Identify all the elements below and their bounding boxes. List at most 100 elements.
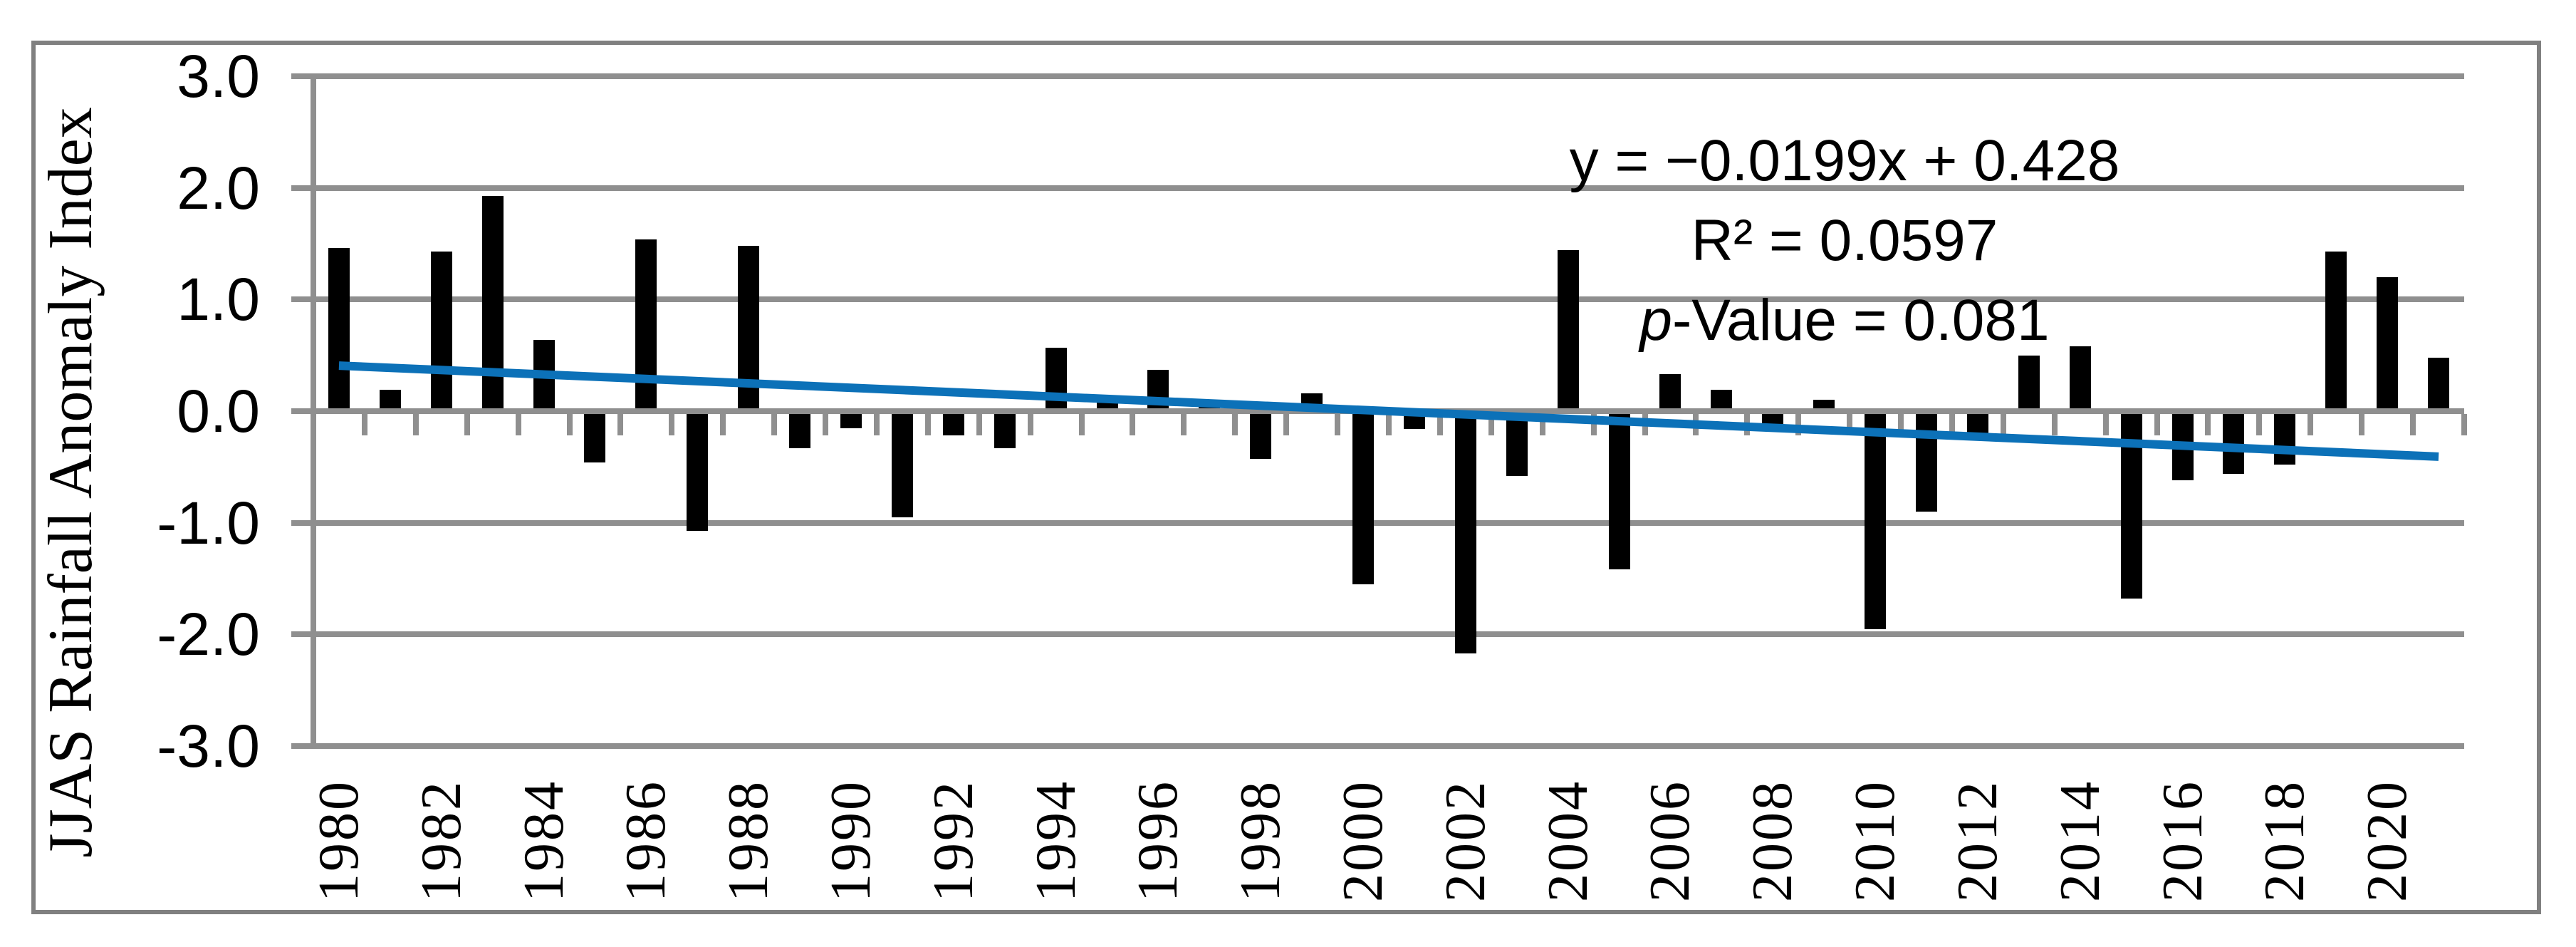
x-tick-label-2000: 2000: [1332, 780, 1395, 902]
x-axis-tick: [976, 414, 982, 435]
x-axis-tick: [1488, 414, 1494, 435]
x-axis-tick: [1078, 414, 1085, 435]
gridline-3.0: [313, 73, 2464, 79]
x-axis-tick: [311, 414, 316, 435]
bar-2001: [1403, 414, 1425, 430]
x-axis-tick: [2051, 414, 2058, 435]
y-axis-tick: [291, 185, 311, 191]
trendline-segment: [338, 361, 2439, 461]
x-tick-label-2012: 2012: [1946, 780, 2009, 902]
bar-2010: [1865, 414, 1887, 629]
y-tick-label--1.0: -1.0: [157, 489, 260, 557]
x-tick-label-1988: 1988: [717, 780, 781, 902]
x-axis-tick: [2256, 414, 2263, 435]
bar-1990: [840, 414, 862, 428]
x-axis-tick: [2205, 414, 2211, 435]
x-tick-label-2014: 2014: [2048, 780, 2112, 902]
x-axis-tick: [1847, 414, 1853, 435]
bar-2009: [1813, 400, 1835, 408]
x-tick-label-2002: 2002: [1434, 780, 1497, 902]
x-tick-label-2020: 2020: [2356, 780, 2419, 902]
plot-area: [291, 73, 2467, 749]
gridline--3.0: [313, 743, 2464, 749]
gridline-2.0: [313, 185, 2464, 191]
y-tick-label-3.0: 3.0: [177, 43, 260, 110]
x-tick-label-2010: 2010: [1844, 780, 1907, 902]
x-axis-tick: [1590, 414, 1597, 435]
bar-2002: [1454, 414, 1476, 653]
x-tick-label-2016: 2016: [2151, 780, 2214, 902]
x-axis-tick: [1181, 414, 1187, 435]
x-axis-tick: [1027, 414, 1033, 435]
bar-1982: [430, 251, 452, 408]
x-axis-tick: [566, 414, 573, 435]
y-axis-tick: [291, 743, 311, 749]
bar-1987: [687, 414, 709, 531]
x-axis-tick: [720, 414, 726, 435]
x-axis-tick: [2410, 414, 2416, 435]
trendline-equation: y = −0.0199x + 0.428: [1569, 128, 2120, 193]
x-axis-tick: [1539, 414, 1545, 435]
x-tick-label-1990: 1990: [820, 780, 882, 902]
x-axis-tick: [2308, 414, 2314, 435]
x-axis-tick: [1436, 414, 1443, 435]
x-axis-tick: [2000, 414, 2006, 435]
x-tick-label-1982: 1982: [410, 780, 473, 902]
y-axis-tick: [291, 519, 311, 526]
gridline--1.0: [313, 519, 2464, 526]
x-axis-tick: [1232, 414, 1239, 435]
p-value-text: -Value = 0.081: [1672, 288, 2050, 353]
x-tick-label-1980: 1980: [307, 780, 370, 902]
x-axis-tick: [1130, 414, 1136, 435]
x-tick-label-2004: 2004: [1536, 780, 1600, 902]
x-axis-tick: [771, 414, 778, 435]
x-axis-tick: [617, 414, 624, 435]
x-axis-tick: [1335, 414, 1341, 435]
y-axis-tick: [291, 73, 311, 79]
x-tick-label-1996: 1996: [1127, 780, 1190, 902]
y-axis-tick: [291, 408, 311, 414]
x-tick-label-1994: 1994: [1024, 780, 1088, 902]
bar-2003: [1506, 414, 1528, 476]
x-tick-label-2006: 2006: [1639, 780, 1702, 902]
y-tick-label--2.0: -2.0: [157, 601, 260, 668]
x-axis-tick: [2359, 414, 2365, 435]
p-value-symbol: p: [1639, 288, 1672, 353]
bar-2018: [2274, 414, 2296, 465]
x-tick-label-2008: 2008: [1741, 780, 1805, 902]
x-axis-tick: [823, 414, 829, 435]
y-tick-label-2.0: 2.0: [177, 154, 260, 222]
x-axis-tick: [1898, 414, 1904, 435]
bar-2006: [1659, 374, 1681, 408]
x-axis-tick: [1283, 414, 1290, 435]
x-tick-label-1992: 1992: [922, 780, 985, 902]
p-value: p-Value = 0.081: [1346, 281, 2343, 361]
bar-1981: [379, 390, 401, 408]
bar-2021: [2428, 357, 2450, 408]
x-axis-tick: [1386, 414, 1392, 435]
bar-1998: [1250, 414, 1272, 460]
x-tick-label-1986: 1986: [615, 780, 678, 902]
bar-2012: [1966, 414, 1988, 434]
y-tick-label-0.0: 0.0: [177, 378, 260, 445]
x-tick-label-2018: 2018: [2253, 780, 2317, 902]
bar-2013: [2018, 355, 2040, 408]
trendline: [338, 361, 2439, 461]
x-axis-tick: [464, 414, 470, 435]
gridline--2.0: [313, 631, 2464, 638]
bar-2019: [2325, 251, 2347, 408]
x-axis-tick: [412, 414, 419, 435]
y-axis-tick: [291, 296, 311, 303]
bar-1980: [328, 248, 350, 408]
y-axis-line: [311, 73, 316, 749]
x-axis-tick: [2461, 414, 2467, 435]
x-axis-tick: [1949, 414, 1955, 435]
gridline-1.0: [313, 296, 2464, 303]
x-axis-tick: [2154, 414, 2160, 435]
bar-2007: [1711, 390, 1733, 408]
bar-2014: [2069, 346, 2091, 408]
bar-2020: [2377, 277, 2399, 408]
r-squared-value: R² = 0.0597: [1691, 208, 1998, 273]
bar-2000: [1352, 414, 1375, 584]
